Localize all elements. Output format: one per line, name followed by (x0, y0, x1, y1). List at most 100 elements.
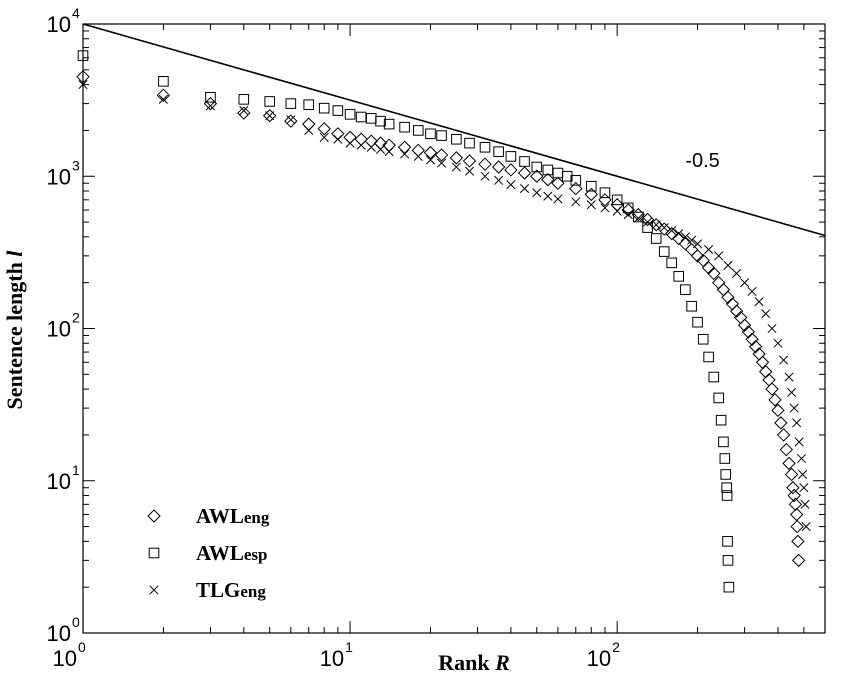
data-point (612, 206, 622, 216)
axis-labels: Rank R Sentence length l (2, 250, 510, 674)
data-point (462, 154, 477, 168)
data-point (776, 428, 791, 442)
data-point (436, 158, 447, 168)
data-point (658, 246, 670, 257)
data-point (650, 233, 662, 244)
data-point (784, 467, 799, 482)
data-point (399, 121, 410, 133)
data-point (239, 106, 249, 116)
data-point (737, 318, 752, 332)
data-point (423, 145, 438, 160)
data-point (585, 180, 597, 192)
data-point (798, 469, 808, 480)
data-point (719, 453, 731, 464)
data-point (722, 536, 733, 547)
data-point (723, 581, 735, 593)
x-axis-label: Rank R (438, 650, 510, 674)
y-tick-exponent: 3 (72, 157, 80, 173)
data-point (412, 125, 424, 136)
data-point (696, 253, 710, 268)
data-point (493, 146, 504, 157)
y-axis-label-variable: l (2, 250, 27, 257)
data-point (425, 155, 436, 165)
legend-entry: AWLesp (148, 541, 267, 565)
data-point (451, 162, 461, 172)
data-point (434, 148, 449, 162)
x-tick-exponent: 2 (612, 639, 620, 655)
data-point (687, 235, 697, 245)
plot-frame (82, 23, 826, 634)
data-point (262, 108, 277, 123)
data-point (331, 127, 345, 141)
data-point (383, 118, 395, 130)
data-point (643, 217, 653, 227)
data-point (664, 226, 679, 241)
data-point (156, 88, 171, 103)
data-point (690, 249, 705, 263)
y-tick-exponent: 2 (72, 310, 80, 326)
data-point (238, 94, 250, 105)
data-point (354, 132, 368, 146)
data-point (680, 284, 691, 295)
data-point (400, 149, 410, 159)
y-axis-label-text: Sentence length (2, 257, 27, 410)
x-tick-exponent: 0 (78, 639, 86, 655)
data-point (519, 184, 530, 194)
data-point (318, 102, 330, 114)
legend-label-main: AWL (196, 504, 244, 528)
data-point (451, 133, 462, 145)
data-point (697, 333, 709, 345)
legend-marker-cross (149, 585, 159, 595)
data-point (659, 223, 669, 233)
legend-entry: TLGeng (149, 578, 266, 602)
data-point (413, 151, 423, 161)
data-point (356, 140, 366, 150)
data-point (203, 96, 218, 111)
reference-line-group: -0.5 (82, 23, 826, 237)
data-point (767, 323, 777, 334)
data-point (779, 355, 789, 365)
y-tick-base: 10 (47, 164, 71, 189)
data-point (76, 70, 90, 84)
data-point (666, 257, 677, 269)
data-point (284, 114, 298, 128)
data-point (748, 339, 763, 354)
data-point (790, 519, 804, 534)
data-point (264, 96, 275, 107)
y-tick-base: 10 (47, 12, 71, 37)
data-point (479, 141, 491, 153)
data-point (799, 483, 809, 493)
data-point (686, 300, 697, 312)
data-point (755, 355, 770, 369)
data-point (480, 171, 490, 181)
data-point (715, 414, 727, 426)
data-point (789, 507, 804, 522)
data-point (779, 442, 794, 457)
data-point (692, 316, 703, 328)
y-axis-label: Sentence length l (2, 250, 27, 410)
data-point (782, 456, 796, 471)
data-point (642, 222, 653, 233)
data-point (517, 166, 532, 180)
legend-entry: AWLeng (147, 504, 270, 528)
y-tick-label: 10 0 (47, 614, 80, 646)
data-point (571, 197, 581, 207)
x-axis-label-variable: R (494, 650, 510, 674)
data-point (317, 122, 331, 136)
data-point (796, 453, 807, 464)
data-point (77, 50, 89, 61)
data-point (319, 132, 329, 142)
data-point (561, 170, 573, 182)
data-point (384, 147, 394, 157)
data-point (708, 371, 720, 383)
data-point (622, 202, 634, 214)
series-TLGeng (78, 80, 811, 532)
data-point (504, 163, 518, 177)
data-point (237, 106, 251, 120)
data-point (768, 393, 782, 407)
data-point (673, 271, 685, 282)
data-point (740, 278, 750, 288)
series-AWLesp (77, 50, 735, 593)
series-AWLeng (76, 70, 806, 568)
data-point (530, 169, 544, 183)
